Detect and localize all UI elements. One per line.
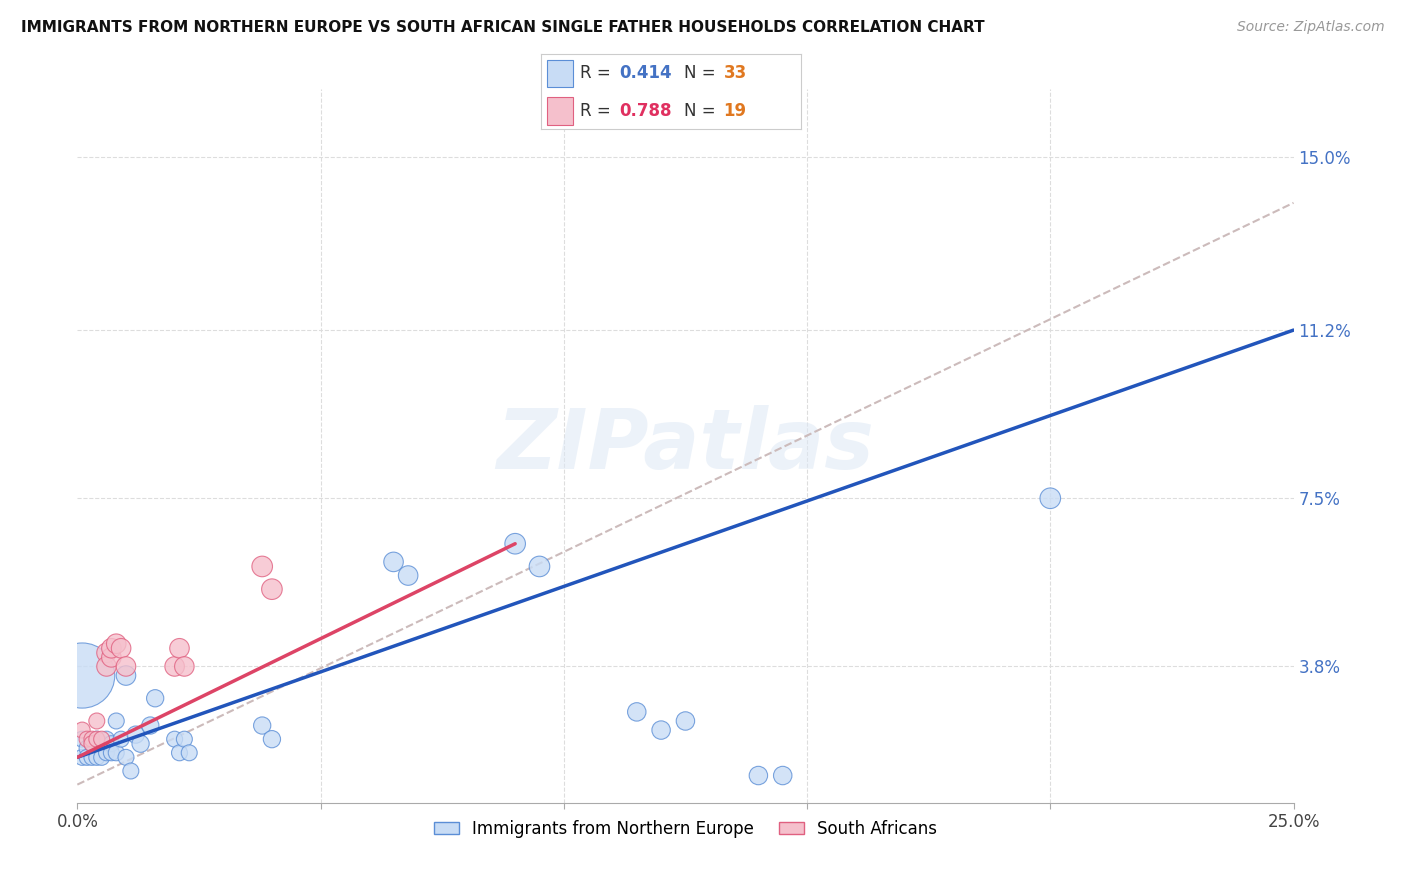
Point: [129, 737, 152, 751]
Point: [70, 723, 93, 737]
Point: [90, 737, 112, 751]
Point: [86, 732, 108, 747]
Point: [115, 668, 138, 682]
Point: [76, 732, 98, 747]
Text: 0.788: 0.788: [620, 103, 672, 120]
Point: [96, 732, 118, 747]
Point: [90, 750, 112, 764]
Point: [105, 637, 128, 651]
Point: [70, 750, 93, 764]
Point: [100, 641, 122, 656]
Point: [105, 714, 128, 728]
Point: [382, 555, 405, 569]
Text: N =: N =: [685, 64, 721, 82]
Point: [86, 732, 108, 747]
Point: [96, 746, 118, 760]
Text: 19: 19: [724, 103, 747, 120]
Point: [260, 582, 283, 597]
Point: [125, 728, 148, 742]
Text: Source: ZipAtlas.com: Source: ZipAtlas.com: [1237, 20, 1385, 34]
Text: 33: 33: [724, 64, 747, 82]
Point: [76, 750, 98, 764]
Point: [772, 768, 794, 782]
Point: [90, 732, 112, 747]
Point: [96, 646, 118, 660]
Point: [250, 718, 273, 732]
Point: [80, 737, 103, 751]
Point: [96, 659, 118, 673]
Point: [80, 732, 103, 747]
Point: [115, 659, 138, 673]
Point: [100, 737, 122, 751]
Point: [143, 691, 166, 706]
Point: [169, 746, 191, 760]
Point: [120, 764, 142, 778]
Point: [70, 732, 93, 747]
Point: [179, 746, 201, 760]
Text: N =: N =: [685, 103, 721, 120]
Text: R =: R =: [581, 64, 616, 82]
FancyBboxPatch shape: [547, 60, 572, 87]
Point: [110, 732, 132, 747]
Point: [169, 641, 191, 656]
Point: [86, 750, 108, 764]
Text: 0.414: 0.414: [620, 64, 672, 82]
Legend: Immigrants from Northern Europe, South Africans: Immigrants from Northern Europe, South A…: [427, 814, 943, 845]
Point: [100, 650, 122, 665]
FancyBboxPatch shape: [547, 97, 572, 125]
Point: [80, 750, 103, 764]
Point: [86, 714, 108, 728]
Text: R =: R =: [581, 103, 616, 120]
Point: [100, 746, 122, 760]
Text: ZIPatlas: ZIPatlas: [496, 406, 875, 486]
Point: [163, 659, 186, 673]
Point: [139, 718, 162, 732]
Point: [115, 750, 138, 764]
Point: [626, 705, 648, 719]
Point: [70, 668, 93, 682]
Text: IMMIGRANTS FROM NORTHERN EUROPE VS SOUTH AFRICAN SINGLE FATHER HOUSEHOLDS CORREL: IMMIGRANTS FROM NORTHERN EUROPE VS SOUTH…: [21, 20, 984, 35]
Point: [1039, 491, 1062, 506]
Point: [396, 568, 419, 582]
Point: [529, 559, 551, 574]
Point: [747, 768, 769, 782]
Point: [110, 641, 132, 656]
Point: [173, 659, 195, 673]
Point: [80, 737, 103, 751]
Point: [260, 732, 283, 747]
Point: [503, 537, 526, 551]
Point: [163, 732, 186, 747]
Point: [250, 559, 273, 574]
Point: [105, 746, 128, 760]
Point: [76, 741, 98, 756]
Point: [675, 714, 697, 728]
Point: [650, 723, 672, 737]
Point: [173, 732, 195, 747]
